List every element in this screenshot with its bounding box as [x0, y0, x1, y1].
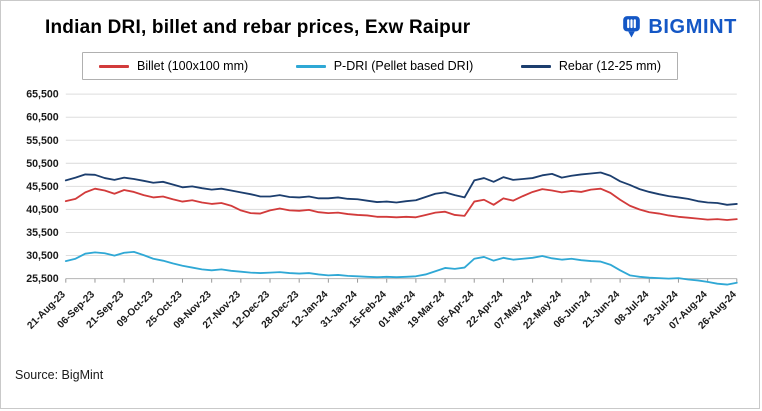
series-line-Rebar (12-25 mm)	[64, 171, 738, 206]
price-line-chart: 25,500 30,500 35,500 40,500 45,500 50,500 55,5…	[1, 80, 759, 366]
y-tick-label: 60,500	[26, 112, 59, 124]
bigmint-logo-icon	[621, 15, 642, 39]
source-note: Source: BigMint	[15, 367, 104, 382]
y-tick-label: 50,500	[26, 158, 59, 170]
y-tick-label: 30,500	[26, 250, 59, 262]
bigmint-logo: BIGMINT	[621, 15, 737, 39]
y-tick-label: 35,500	[26, 227, 59, 239]
y-tick-label: 40,500	[26, 204, 59, 216]
legend-swatch-rebar	[520, 64, 551, 68]
y-tick-label: 65,500	[26, 89, 59, 101]
legend: Billet (100x100 mm) P-DRI (Pellet based …	[82, 52, 678, 80]
y-tick-label: 25,500	[26, 273, 59, 285]
bigmint-logo-text: BIGMINT	[648, 16, 737, 38]
legend-item-rebar: Rebar (12-25 mm)	[520, 59, 661, 73]
legend-label-pdri: P-DRI (Pellet based DRI)	[333, 59, 474, 73]
chart-header: Indian DRI, billet and rebar prices, Exw…	[1, 1, 759, 39]
legend-swatch-pdri	[295, 64, 326, 68]
series-line-P-DRI (Pellet based DRI)	[64, 250, 738, 286]
legend-item-billet: Billet (100x100 mm)	[99, 59, 248, 73]
chart-canvas: 25,500 30,500 35,500 40,500 45,500 50,500 55,5…	[26, 89, 740, 332]
y-tick-label: 45,500	[26, 181, 59, 193]
y-tick-label: 55,500	[26, 135, 59, 147]
page-title: Indian DRI, billet and rebar prices, Exw…	[45, 17, 471, 38]
series-line-Billet (100x100 mm)	[64, 187, 738, 221]
legend-swatch-billet	[99, 64, 129, 68]
legend-label-billet: Billet (100x100 mm)	[137, 59, 249, 73]
legend-item-pdri: P-DRI (Pellet based DRI)	[295, 59, 474, 73]
legend-label-rebar: Rebar (12-25 mm)	[558, 59, 661, 73]
